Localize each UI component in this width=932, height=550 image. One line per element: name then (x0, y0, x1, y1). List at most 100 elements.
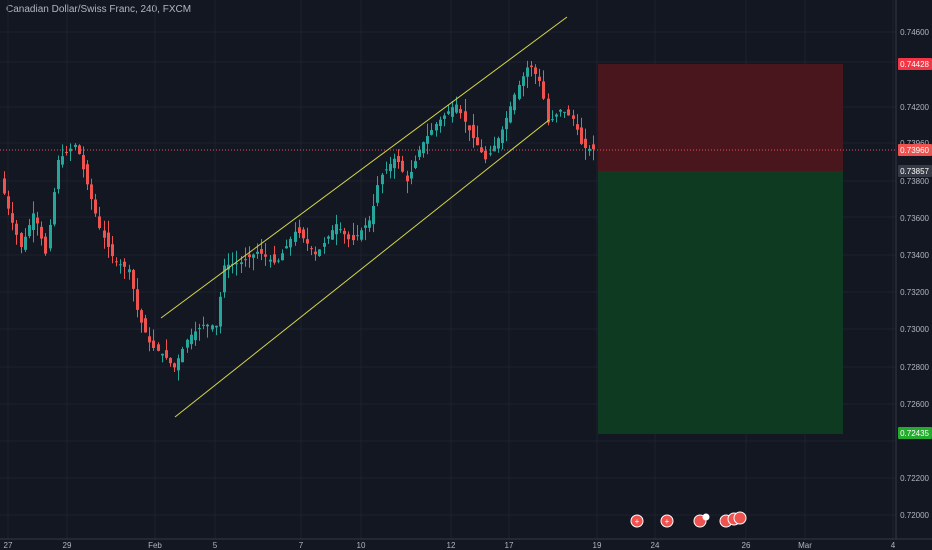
candle-body (107, 232, 110, 247)
candle-body (563, 111, 566, 113)
price-badge-current-label: 0.73960 (900, 146, 929, 155)
candle-body (57, 159, 60, 190)
candle-body (49, 224, 52, 249)
candle-body (576, 124, 579, 130)
candle-body (219, 296, 222, 327)
candle-body (518, 84, 521, 99)
candle-body (439, 119, 442, 127)
price-axis[interactable]: 0.74600 0.74200 0.73960 0.73800 0.73600 0.734… (895, 0, 932, 550)
candle-body (198, 328, 201, 330)
price-badge-current (898, 144, 932, 156)
candle-body (318, 249, 321, 257)
time-tick-label: 26 (742, 541, 751, 550)
event-marker-icon[interactable] (733, 511, 747, 525)
candle-body (505, 117, 508, 130)
candle-body (468, 125, 471, 131)
candle-body (252, 254, 255, 258)
candle-body (157, 344, 160, 351)
candle-body (206, 324, 209, 327)
channel-upper-line[interactable] (160, 16, 568, 319)
candle-body (331, 230, 334, 240)
candle-body (414, 161, 417, 168)
candle-body (572, 115, 575, 119)
time-tick-label: 19 (593, 541, 602, 550)
event-marker-icon[interactable] (660, 514, 674, 528)
candle-body (289, 238, 292, 248)
candle-body (493, 145, 496, 152)
candle-body (542, 81, 545, 99)
candle-body (555, 114, 558, 117)
candle-body (352, 235, 355, 241)
time-tick-label: 5 (213, 541, 218, 550)
price-badge-target (898, 427, 932, 439)
candle-body (28, 225, 31, 237)
price-badge-entry (898, 165, 932, 177)
candle-body (285, 246, 288, 249)
time-tick-label: 4 (891, 541, 896, 550)
candle-body (306, 239, 309, 244)
candle-body (256, 251, 259, 254)
candle-body (327, 236, 330, 239)
price-tick-label: 0.73960 (900, 139, 929, 148)
time-tick-label: Feb (148, 541, 162, 550)
trend-channel[interactable] (160, 16, 568, 418)
candle-body (339, 229, 342, 231)
candle-body (82, 155, 85, 170)
candle-body (132, 269, 135, 289)
candle-body (343, 230, 346, 235)
candle-body (401, 160, 404, 172)
candle-body (464, 111, 467, 122)
candle-body (410, 171, 413, 179)
candle-body (227, 264, 230, 270)
event-marker-icon[interactable] (630, 514, 644, 528)
candle-body (165, 350, 168, 358)
candle-body (294, 231, 297, 242)
candle-body (447, 111, 450, 114)
time-tick-label: 12 (447, 541, 456, 550)
candle-body (298, 227, 301, 233)
candle-body (152, 340, 155, 348)
candle-body (397, 156, 400, 163)
candle-body (567, 109, 570, 116)
candle-body (459, 109, 462, 114)
candle-body (406, 175, 409, 182)
price-badge-target-label: 0.72435 (900, 429, 929, 438)
candle-body (372, 205, 375, 225)
candle-body (501, 129, 504, 144)
candle-body (302, 229, 305, 239)
candle-body (7, 196, 10, 209)
take-profit-zone[interactable] (598, 171, 843, 434)
candle-body (580, 127, 583, 144)
candle-body (418, 150, 421, 157)
stop-loss-zone[interactable] (598, 64, 843, 171)
candle-body (584, 138, 587, 148)
price-tick-label: 0.73000 (900, 325, 929, 334)
candle-body (385, 169, 388, 171)
price-tick-label: 0.74600 (900, 28, 929, 37)
candle-body (381, 174, 384, 185)
time-axis[interactable]: 27 29 Feb 5 7 10 12 17 19 24 26 Mar 4 (0, 538, 932, 550)
candle-body (40, 226, 43, 239)
candle-body (430, 130, 433, 135)
candle-body (526, 67, 529, 77)
time-tick-label: 27 (4, 541, 13, 550)
candle-body (522, 76, 525, 86)
candle-body (422, 142, 425, 154)
candle-body (181, 349, 184, 363)
candle-body (335, 224, 338, 235)
candle-body (240, 262, 243, 265)
channel-lower-line[interactable] (174, 119, 550, 418)
candle-body (534, 67, 537, 75)
candle-body (248, 254, 251, 258)
candle-body (443, 115, 446, 119)
position-zones (598, 64, 843, 434)
event-badge-icon (702, 513, 710, 521)
candle-body (161, 353, 164, 356)
candle-body (509, 106, 512, 123)
event-markers[interactable]: + + (630, 511, 747, 528)
candle-body (194, 331, 197, 341)
candle-body (588, 148, 591, 151)
candle-body (119, 264, 122, 266)
candles (3, 60, 595, 381)
